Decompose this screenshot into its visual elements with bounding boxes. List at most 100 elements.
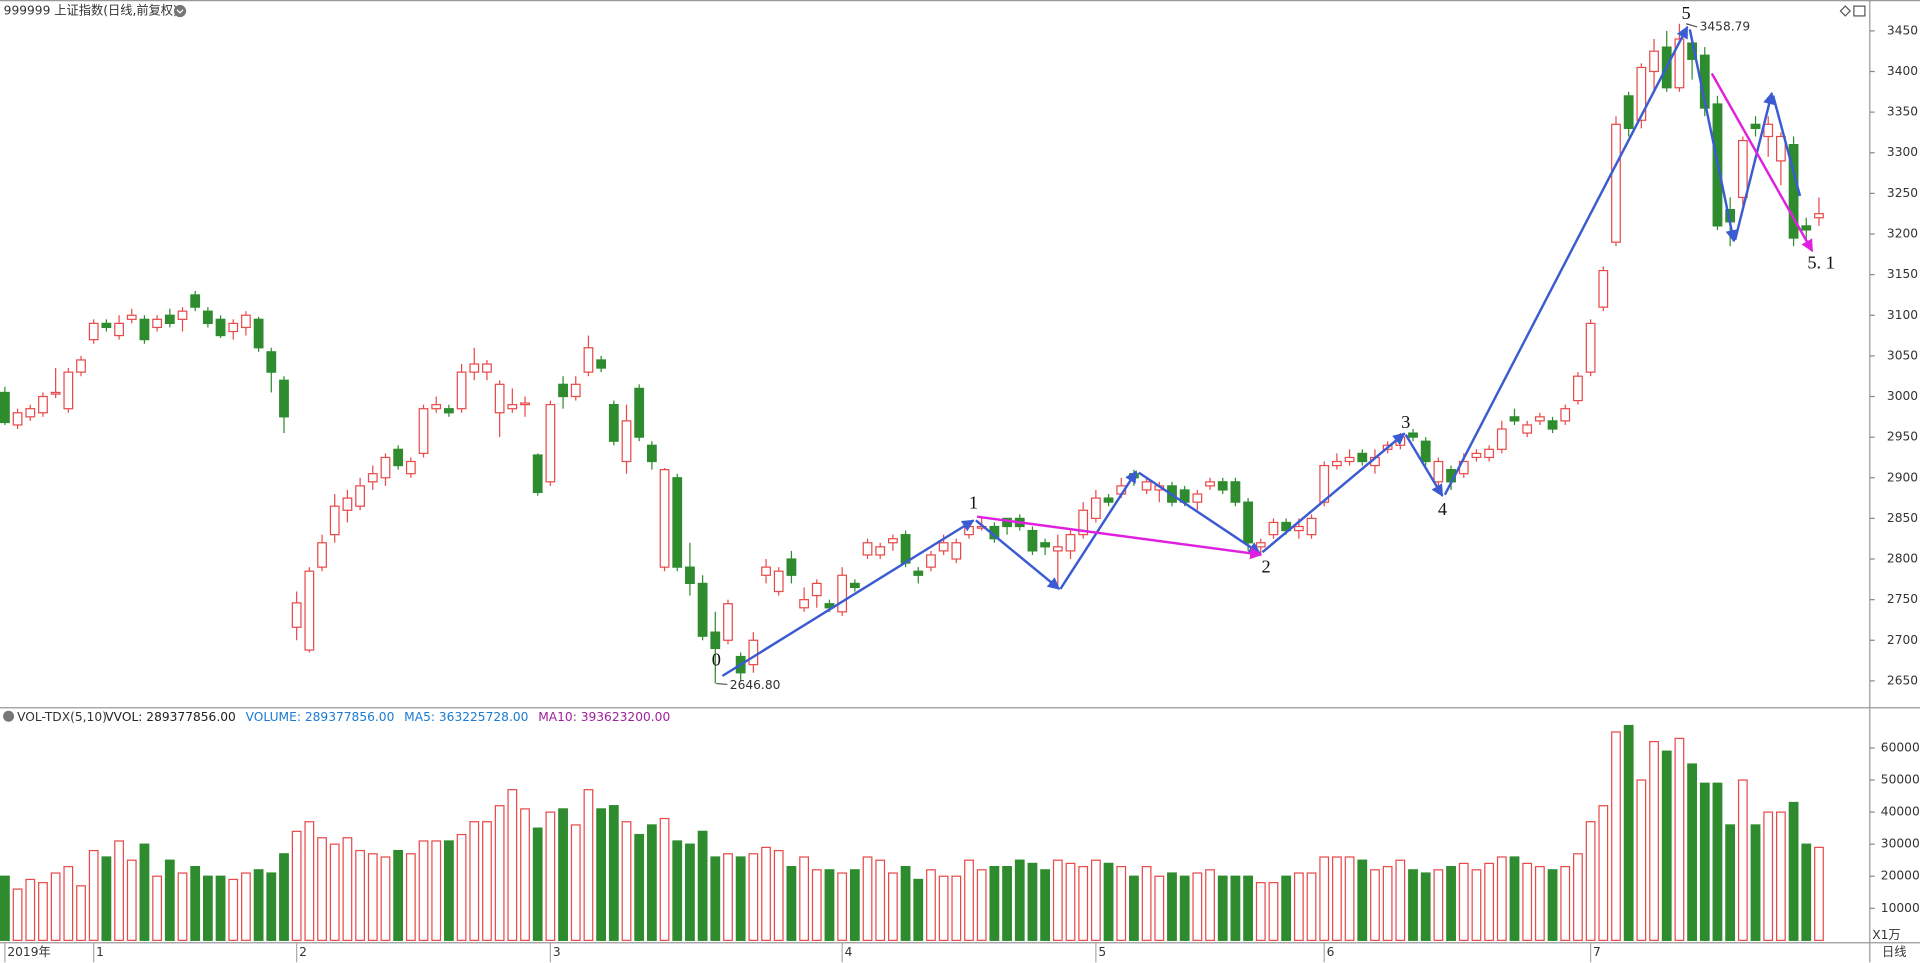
candle-body (951, 542, 962, 560)
volume-bar (1509, 856, 1520, 941)
volume-bar (710, 856, 721, 941)
candle-body (697, 582, 708, 637)
candle-body (469, 363, 480, 373)
high-pointer (1685, 23, 1698, 28)
volume-bar (1573, 853, 1583, 941)
volume-bar (228, 878, 239, 941)
low-label: 2646.80 (730, 678, 781, 692)
x-tick-label: 2 (299, 945, 307, 959)
wave-arrow-alt (1710, 72, 1814, 253)
candle-body (672, 477, 683, 568)
candle-body (532, 454, 543, 494)
candle-body (317, 542, 327, 568)
candle-body (1027, 529, 1038, 552)
volume-bar (1293, 872, 1304, 941)
volume-bar (938, 875, 949, 941)
volume-bar (976, 869, 987, 941)
wave-arrow (1138, 471, 1262, 555)
candle-body (926, 554, 936, 568)
candle-body (875, 546, 886, 556)
volume-bar (1268, 882, 1279, 941)
candle-body (1776, 135, 1786, 162)
candle-body (1484, 448, 1495, 459)
volume-bar (1801, 843, 1812, 941)
volume-bar (1674, 737, 1685, 941)
candle-body (1078, 509, 1089, 536)
candle-body (1192, 493, 1203, 503)
volume-bar (875, 859, 886, 941)
panel-button[interactable] (1853, 5, 1866, 17)
candle-body (685, 566, 695, 585)
volume-bar (1446, 865, 1456, 941)
volume-bar (1814, 846, 1824, 941)
wave-label: 5. 1 (1807, 253, 1835, 273)
wave-arrow (1261, 432, 1406, 554)
volume-bar (849, 869, 860, 941)
candle-body (1560, 408, 1571, 422)
y-tick-label: 3050 (1887, 348, 1918, 362)
candle-body (1636, 66, 1647, 121)
candle-body (1281, 521, 1292, 532)
candle-body (1509, 416, 1520, 422)
candle-body (1357, 452, 1368, 463)
volume-bar (241, 872, 251, 941)
candle-body (646, 444, 657, 463)
menu-icon (176, 9, 184, 14)
menu-button[interactable] (173, 4, 187, 18)
candle-body (418, 408, 429, 455)
volume-bar (50, 872, 61, 941)
candle-body (621, 420, 632, 463)
volume-bar (913, 878, 924, 941)
diamond-button[interactable] (1839, 5, 1852, 17)
candle-body (355, 485, 365, 507)
low-pointer (716, 682, 728, 686)
candle-body (1763, 123, 1774, 138)
volume-bar (177, 872, 188, 941)
candle-body (1255, 542, 1266, 548)
candle-body (342, 497, 353, 511)
volume-bar (862, 856, 873, 941)
volume-bar (1623, 724, 1634, 941)
volume-bar (558, 808, 568, 941)
volume-title: VOL-TDX(5,10) (17, 710, 107, 724)
volume-bar (1014, 859, 1025, 941)
candle-body (0, 391, 10, 424)
y-tick-label: 2850 (1887, 511, 1918, 525)
volume-bar (621, 821, 632, 941)
candle-body (1814, 213, 1824, 219)
volume-bar (1357, 859, 1368, 941)
candle-body (748, 639, 759, 666)
candle-body (50, 391, 61, 395)
volume-bar (0, 875, 10, 941)
candle-body (215, 318, 226, 337)
candle-body (799, 599, 809, 609)
unit-label: X1万 (1872, 928, 1900, 942)
candle-body (1471, 452, 1482, 459)
wave-label: 2 (1262, 556, 1271, 576)
volume-bar (1649, 740, 1659, 941)
candle-body (1243, 501, 1253, 544)
candle-body (241, 314, 251, 329)
candle-body (1090, 497, 1101, 520)
volume-bar (114, 840, 124, 941)
wave-label: 1 (969, 493, 978, 513)
volume-bar (634, 833, 645, 941)
wave-label: 3 (1401, 412, 1410, 432)
x-tick-label: 6 (1327, 945, 1335, 959)
candle-body (1293, 525, 1304, 532)
candle-body (1332, 460, 1342, 467)
wave-label: 0 (712, 649, 721, 669)
volume-bar (279, 853, 289, 941)
y-tick-label: 3200 (1887, 227, 1918, 241)
volume-bar (1458, 862, 1469, 941)
candle-body (494, 383, 505, 414)
candle-body (76, 359, 86, 373)
high-label: 3458.79 (1700, 19, 1751, 33)
volume-bar (1471, 869, 1482, 941)
volume-bar (507, 789, 518, 941)
volume-bar (25, 878, 36, 941)
volume-menu-button[interactable] (3, 710, 15, 722)
y-tick-label: 3450 (1887, 23, 1918, 37)
candle-body (888, 538, 898, 544)
volume-bar (1332, 856, 1342, 941)
